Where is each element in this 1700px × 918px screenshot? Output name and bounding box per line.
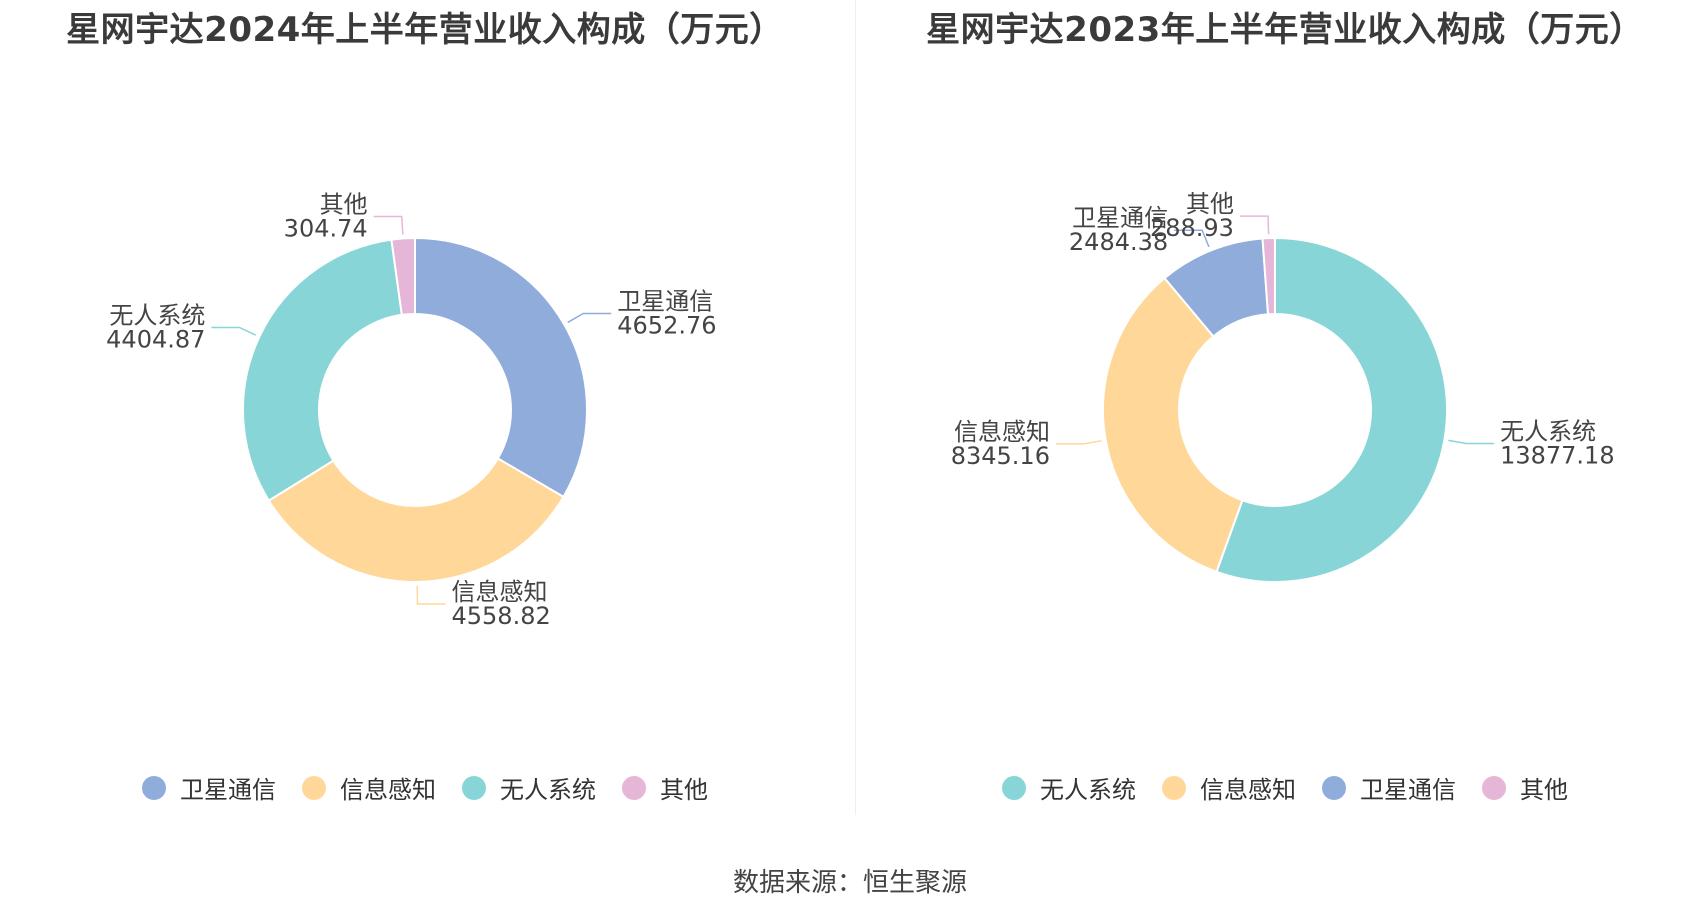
legend-swatch-icon [302, 775, 326, 800]
slice-name-label-2: 无人系统 [109, 302, 205, 330]
slice-value-label-3: 288.93 [1150, 214, 1234, 242]
chart-title: 星网宇达2023年上半年营业收入构成（万元） [926, 10, 1644, 50]
chart-panel-2023: 星网宇达2023年上半年营业收入构成（万元） 无人系统 13877.18 信息感知 8… [860, 0, 1700, 820]
slice-value-label-2: 4404.87 [106, 326, 205, 354]
legend-2023: 无人系统 信息感知 卫星通信 其他 [860, 770, 1700, 805]
legend-label: 卫星通信 [180, 776, 276, 804]
slice-value-label-0: 13877.18 [1500, 441, 1615, 469]
legend-swatch-icon [622, 775, 646, 800]
donut-slice-0 [414, 236, 588, 499]
donut-slice-1 [1102, 276, 1244, 574]
legend-item-2[interactable]: 卫星通信 [1322, 770, 1456, 805]
donut-slice-1 [267, 457, 565, 583]
legend-item-2[interactable]: 无人系统 [462, 770, 596, 805]
legend-label: 无人系统 [500, 776, 596, 804]
chart-title: 星网宇达2024年上半年营业收入构成（万元） [66, 10, 784, 50]
legend-label: 信息感知 [1200, 776, 1296, 804]
donut-slice-3 [1261, 236, 1276, 316]
legend-swatch-icon [1002, 775, 1026, 800]
legend-item-1[interactable]: 信息感知 [302, 770, 436, 805]
panel-divider [855, 0, 856, 815]
leader-line-3 [1239, 215, 1270, 235]
slice-name-label-3: 其他 [1186, 190, 1234, 218]
donut-slice-3 [390, 236, 416, 317]
legend-label: 其他 [660, 776, 708, 804]
slice-name-label-2: 卫星通信 [1072, 204, 1168, 232]
legend-item-1[interactable]: 信息感知 [1162, 770, 1296, 805]
legend-2024: 卫星通信 信息感知 无人系统 其他 [0, 770, 850, 805]
slice-value-label-2: 2484.38 [1069, 228, 1168, 256]
leader-line-2 [211, 326, 257, 336]
leader-line-1 [1055, 439, 1102, 445]
slice-name-label-0: 卫星通信 [617, 287, 713, 315]
legend-swatch-icon [462, 775, 486, 800]
legend-item-0[interactable]: 卫星通信 [142, 770, 276, 805]
slice-name-label-0: 无人系统 [1500, 417, 1596, 445]
leader-line-0 [1448, 439, 1495, 445]
donut-slice-0 [1215, 236, 1448, 583]
leader-line-2 [1174, 229, 1210, 248]
slice-value-label-3: 304.74 [284, 214, 368, 242]
slice-name-label-1: 信息感知 [451, 578, 547, 606]
legend-swatch-icon [1482, 775, 1506, 800]
legend-item-3[interactable]: 其他 [1482, 770, 1568, 805]
legend-swatch-icon [1322, 775, 1346, 800]
slice-value-label-1: 4558.82 [451, 602, 550, 630]
leader-line-1 [416, 585, 446, 605]
legend-item-0[interactable]: 无人系统 [1002, 770, 1136, 805]
legend-swatch-icon [1162, 775, 1186, 800]
legend-swatch-icon [142, 775, 166, 800]
legend-item-3[interactable]: 其他 [622, 770, 708, 805]
donut-slice-2 [242, 238, 403, 502]
leader-line-0 [567, 312, 612, 324]
chart-panel-2024: 星网宇达2024年上半年营业收入构成（万元） 卫星通信 4652.76 信息感知 45… [0, 0, 850, 820]
slice-value-label-1: 8345.16 [951, 442, 1050, 470]
slice-name-label-1: 信息感知 [954, 418, 1050, 446]
legend-label: 其他 [1520, 776, 1568, 804]
legend-label: 无人系统 [1040, 776, 1136, 804]
legend-label: 信息感知 [340, 776, 436, 804]
data-source-note: 数据来源：恒生聚源 [732, 868, 967, 898]
legend-label: 卫星通信 [1360, 776, 1456, 804]
slice-name-label-3: 其他 [320, 190, 368, 218]
leader-line-3 [373, 215, 404, 235]
slice-value-label-0: 4652.76 [617, 311, 716, 339]
